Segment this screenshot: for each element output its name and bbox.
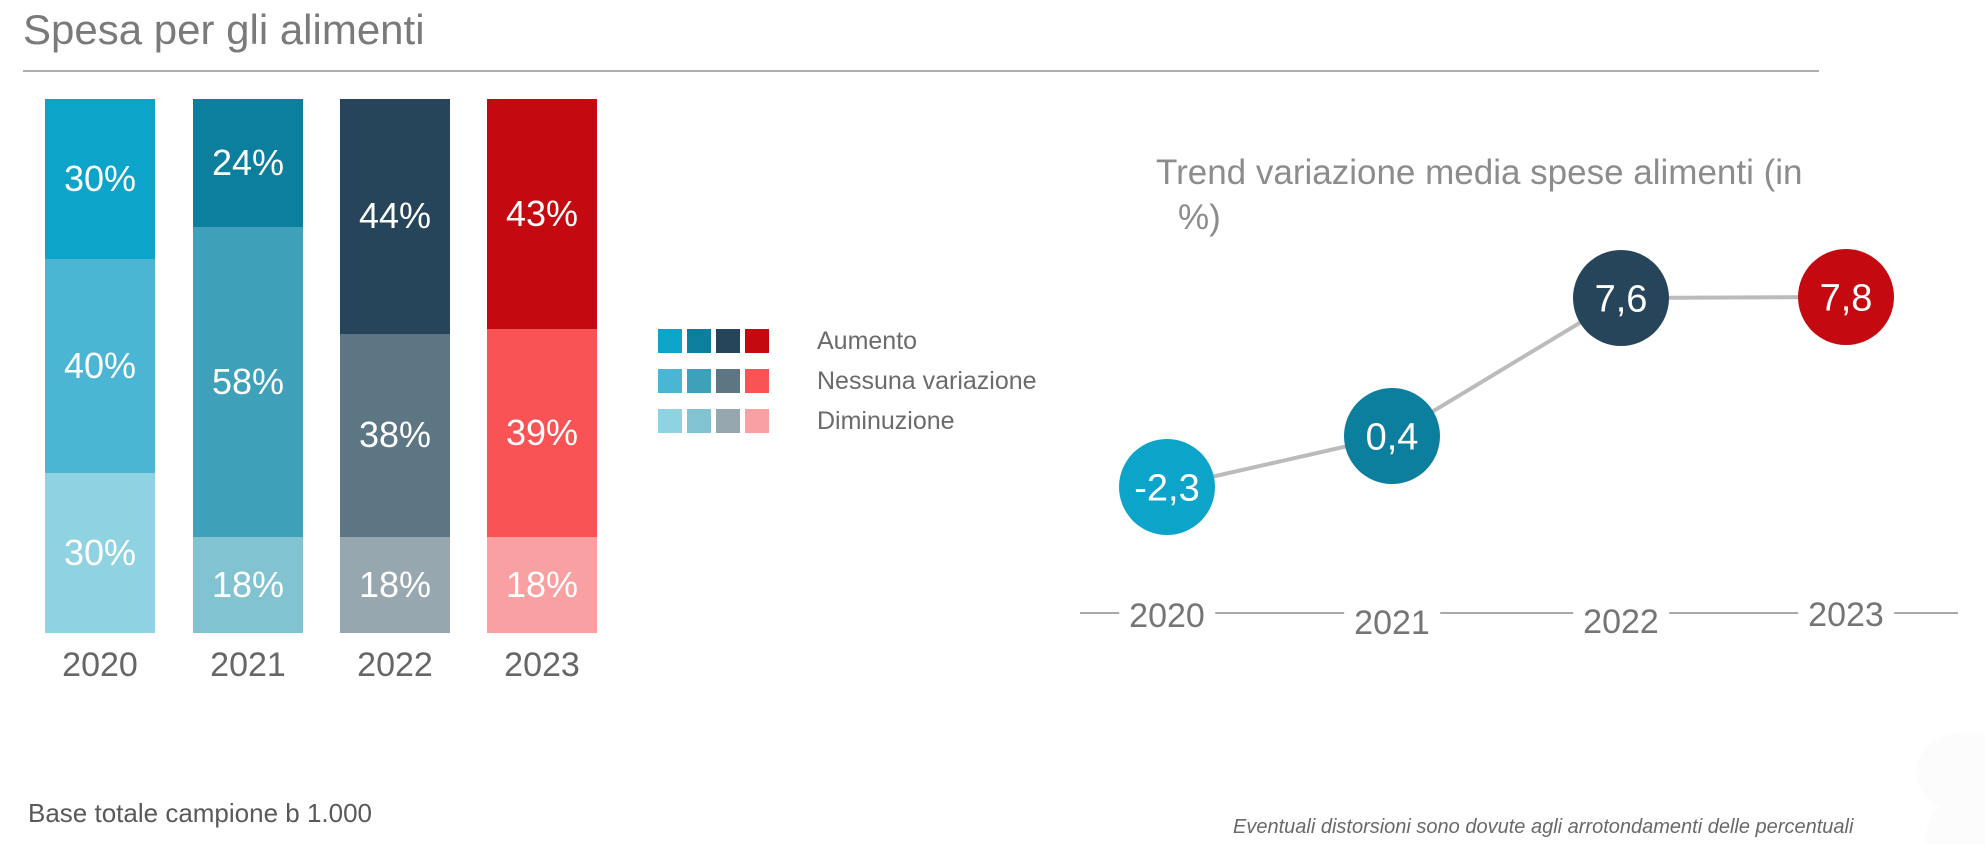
legend-swatch: [658, 329, 682, 353]
legend-swatch: [745, 369, 769, 393]
bar-segment-label: 38%: [358, 414, 432, 456]
legend: Aumento Nessuna variazione Diminuzione: [658, 326, 1037, 449]
trend-line: [1166, 295, 1847, 489]
bar-segment-label: 58%: [211, 361, 285, 403]
trend-point-label: 0,4: [1366, 416, 1419, 458]
bar-category-label: 2023: [504, 646, 580, 684]
legend-swatch: [658, 409, 682, 433]
trend-point: [1344, 388, 1440, 484]
bar-segment-label: 43%: [505, 192, 579, 234]
legend-swatch: [745, 409, 769, 433]
legend-swatch: [716, 369, 740, 393]
rounding-note: Eventuali distorsioni sono dovute agli a…: [1233, 816, 1854, 838]
legend-label: Diminuzione: [817, 406, 955, 435]
bar-segment-label: 44%: [358, 195, 432, 237]
legend-label: Nessuna variazione: [817, 366, 1037, 395]
bar-segment: 58%: [193, 227, 303, 537]
bar-segment-label: 24%: [211, 142, 285, 184]
trend-chart-title-line2: %): [1178, 198, 1221, 237]
bar-segment-label: 40%: [63, 344, 137, 386]
legend-swatch: [687, 409, 711, 433]
page-title: Spesa per gli alimenti: [23, 6, 425, 53]
bar-segment-label: 18%: [358, 563, 432, 605]
bar-2023: 43% 39% 18%: [487, 99, 597, 633]
title-divider: [23, 70, 1819, 72]
legend-row: Aumento: [658, 326, 1037, 355]
bar-segment: 43%: [487, 99, 597, 329]
legend-swatch: [745, 329, 769, 353]
legend-swatch: [658, 369, 682, 393]
ghost-watermark-shape: [1926, 786, 1985, 844]
trend-axis-label: 2020: [1119, 596, 1215, 636]
legend-row: Diminuzione: [658, 406, 1037, 435]
legend-label: Aumento: [817, 326, 918, 355]
bar-category-label: 2022: [357, 646, 433, 684]
bar-segment: 18%: [487, 536, 597, 633]
bar-segment: 40%: [45, 259, 155, 473]
bar-segment: 44%: [340, 99, 450, 334]
trend-axis-label: 2021: [1344, 603, 1440, 643]
bar-segment-label: 30%: [63, 158, 137, 200]
legend-swatch: [687, 329, 711, 353]
trend-chart-title: Trend variazione media spese alimenti (i…: [1156, 150, 1803, 240]
trend-point-label: 7,8: [1820, 277, 1873, 319]
bar-segment-label: 18%: [505, 563, 579, 605]
sample-note: Base totale campione b 1.000: [28, 798, 373, 828]
bar-segment: 30%: [45, 99, 155, 260]
bar-segment: 18%: [193, 536, 303, 633]
legend-row: Nessuna variazione: [658, 366, 1037, 395]
legend-swatch: [687, 369, 711, 393]
bar-2020: 30% 40% 30%: [45, 99, 155, 633]
trend-axis-label: 2023: [1798, 595, 1894, 635]
trend-point: [1798, 249, 1894, 345]
bar-segment: 38%: [340, 333, 450, 537]
bar-segment: 30%: [45, 472, 155, 633]
bar-category-label: 2021: [210, 646, 286, 684]
bar-segment: 24%: [193, 99, 303, 228]
trend-point: [1119, 439, 1215, 535]
trend-chart-title-line1: Trend variazione media spese alimenti (i…: [1156, 153, 1803, 192]
bar-segment-label: 18%: [211, 563, 285, 605]
legend-swatch: [716, 409, 740, 433]
bar-category-label: 2020: [62, 646, 138, 684]
trend-point-label: 7,6: [1595, 278, 1648, 320]
trend-point: [1573, 250, 1669, 346]
bar-segment: 39%: [487, 328, 597, 537]
bar-segment-label: 30%: [63, 531, 137, 573]
legend-swatch: [716, 329, 740, 353]
trend-axis-label: 2022: [1573, 602, 1669, 642]
bar-segment: 18%: [340, 536, 450, 633]
trend-point-label: -2,3: [1134, 467, 1199, 509]
bar-segment-label: 39%: [505, 411, 579, 453]
bar-2022: 44% 38% 18%: [340, 99, 450, 633]
bar-2021: 24% 58% 18%: [193, 99, 303, 633]
